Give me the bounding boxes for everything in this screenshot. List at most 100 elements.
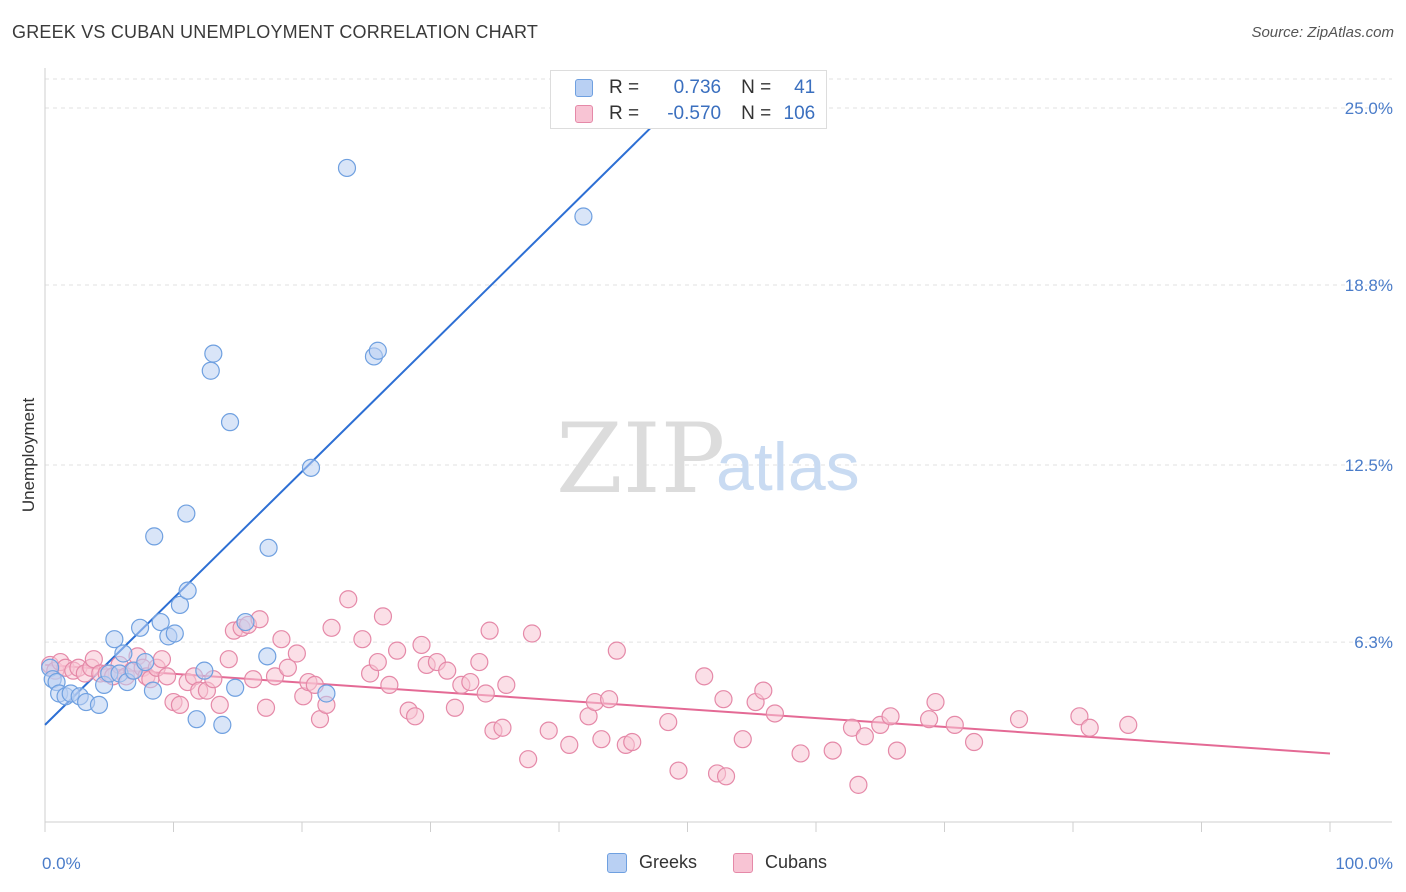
cubans-point	[714, 690, 733, 709]
greeks-point	[136, 652, 155, 672]
y-axis-label: Unemployment	[19, 398, 38, 513]
greeks-point	[195, 661, 214, 680]
cubans-point	[322, 618, 341, 637]
y-tick-labels: 6.3% 12.5% 18.8% 25.0%	[1345, 99, 1393, 652]
greeks-point	[145, 527, 164, 546]
greeks-point	[89, 695, 109, 715]
cubans-point	[380, 675, 399, 695]
cubans-point	[945, 715, 964, 734]
cubans-point	[170, 695, 190, 715]
greeks-point	[368, 341, 387, 360]
cubans-point	[210, 695, 229, 715]
x-tick-labels: 0.0% 100.0%	[42, 854, 1393, 873]
cubans-point	[152, 650, 172, 669]
r-value: -0.570	[667, 103, 722, 124]
cubans-point	[219, 650, 238, 669]
greeks-point	[301, 458, 321, 477]
cubans-point	[1080, 718, 1099, 737]
cubans-points	[41, 590, 1138, 794]
correlation-legend: R = 0.736 N = 41 R = -0.570 N = 106	[550, 70, 827, 129]
greeks-point	[143, 681, 163, 700]
watermark-zip: ZIP	[556, 403, 725, 515]
cubans-point	[765, 704, 784, 723]
greeks-point	[151, 612, 170, 632]
cubans-swatch	[733, 852, 753, 873]
greeks-point	[178, 581, 197, 600]
r-label: R =	[609, 77, 640, 98]
watermark: ZIP atlas	[556, 403, 860, 515]
cubans-point	[470, 652, 489, 672]
greeks-point	[105, 630, 124, 649]
greeks-point	[177, 504, 196, 523]
greeks-point	[165, 624, 184, 643]
cubans-point	[278, 658, 297, 677]
cubans-point	[823, 741, 842, 760]
cubans-point	[919, 710, 939, 729]
greeks-point	[574, 207, 593, 226]
cubans-point	[1119, 715, 1138, 734]
greeks-point	[114, 644, 133, 663]
legend-row-cubans: R = -0.570 N = 106	[575, 103, 815, 125]
cubans-point	[272, 630, 291, 649]
cubans-point	[881, 707, 900, 726]
cubans-point	[607, 641, 626, 660]
greeks-point	[130, 618, 150, 637]
n-value: 41	[794, 77, 816, 98]
x-tick-label: 100.0%	[1335, 854, 1393, 873]
source-credit: Source: ZipAtlas.com	[1251, 24, 1394, 41]
legend-item-greeks[interactable]: Greeks	[607, 852, 697, 873]
cubans-point	[256, 698, 276, 717]
cubans-point	[157, 667, 177, 686]
cubans-point	[405, 707, 425, 726]
greeks-point	[220, 413, 240, 432]
cubans-point	[339, 590, 358, 609]
cubans-point	[539, 721, 558, 740]
cubans-point	[265, 667, 285, 686]
cubans-point	[887, 741, 907, 760]
r-value: 0.736	[673, 77, 722, 98]
cubans-point	[926, 692, 945, 712]
legend-item-cubans[interactable]: Cubans	[733, 852, 827, 873]
cubans-point	[522, 624, 542, 643]
cubans-point	[497, 675, 516, 695]
legend-label: Cubans	[765, 852, 828, 872]
greeks-swatch	[607, 852, 627, 873]
greeks-swatch	[575, 79, 593, 97]
cubans-point	[754, 681, 773, 700]
cubans-point	[461, 672, 480, 692]
y-tick-label: 25.0%	[1345, 99, 1393, 118]
cubans-trend-line	[44, 663, 1331, 755]
cubans-point	[849, 775, 868, 794]
n-label: N =	[741, 77, 772, 98]
cubans-swatch	[575, 105, 593, 123]
cubans-point	[480, 621, 499, 640]
n-label: N =	[741, 103, 772, 124]
greeks-points	[41, 158, 593, 734]
cubans-point	[412, 635, 431, 655]
cubans-point	[623, 732, 642, 752]
greeks-point	[236, 612, 255, 632]
cubans-point	[695, 667, 714, 686]
cubans-point	[493, 718, 512, 737]
chart-title: GREEK VS CUBAN UNEMPLOYMENT CORRELATION …	[12, 22, 539, 42]
grid-lines	[45, 78, 1392, 643]
cubans-point	[592, 730, 611, 749]
cubans-point	[519, 750, 538, 769]
greeks-point	[187, 710, 206, 729]
cubans-point	[1009, 710, 1029, 729]
legend-label: Greeks	[639, 852, 698, 872]
cubans-point	[842, 718, 862, 737]
greeks-point	[170, 595, 190, 615]
legend-row-greeks: R = 0.736 N = 41	[575, 77, 815, 99]
y-tick-label: 6.3%	[1354, 633, 1393, 652]
greeks-trend-line	[44, 107, 672, 726]
axes	[44, 68, 1392, 832]
greeks-point	[259, 538, 278, 557]
n-value: 106	[783, 103, 816, 124]
cubans-point	[445, 698, 465, 717]
cubans-point	[716, 767, 736, 786]
greeks-point	[201, 361, 220, 380]
cubans-point	[855, 727, 874, 746]
greeks-point	[258, 647, 277, 666]
